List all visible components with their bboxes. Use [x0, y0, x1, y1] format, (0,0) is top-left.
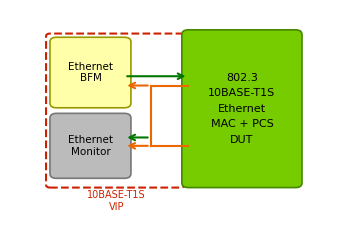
Text: 802.3
10BASE-T1S
Ethernet
MAC + PCS
DUT: 802.3 10BASE-T1S Ethernet MAC + PCS DUT [208, 73, 276, 145]
Text: 10BASE-T1S
VIP: 10BASE-T1S VIP [87, 190, 146, 212]
Text: Ethernet
BFM: Ethernet BFM [68, 62, 113, 83]
FancyBboxPatch shape [182, 30, 302, 187]
Text: Ethernet
Monitor: Ethernet Monitor [68, 135, 113, 157]
FancyBboxPatch shape [50, 113, 131, 178]
FancyBboxPatch shape [50, 37, 131, 108]
